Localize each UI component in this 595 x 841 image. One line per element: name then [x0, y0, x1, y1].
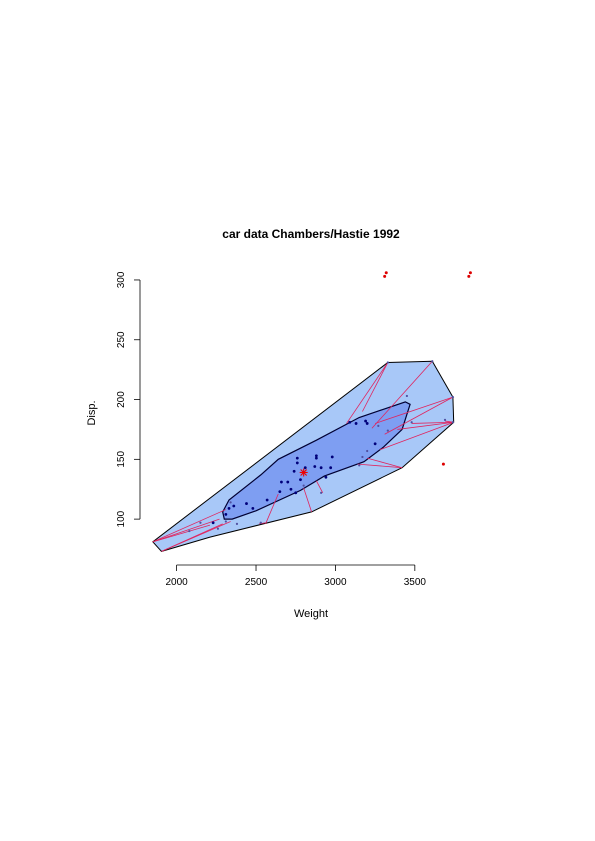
whisker-line [152, 524, 211, 543]
x-axis-label: Weight [294, 608, 328, 620]
y-tick-label: 100 [116, 510, 127, 527]
whisker-line [397, 421, 454, 430]
outlier-point [468, 271, 472, 275]
axes: 2000 2500 3000 3500 100 150 200 250 300 [116, 271, 426, 588]
loop-point [224, 520, 227, 523]
inner-point [294, 491, 298, 495]
loop-point [235, 522, 239, 526]
plot-area [152, 271, 472, 552]
inner-point [280, 480, 283, 484]
center-marker [299, 468, 308, 477]
inner-point [295, 461, 299, 465]
inner-point [286, 480, 290, 484]
inner-point [303, 466, 307, 470]
inner-point [227, 506, 231, 510]
inner-point [319, 466, 323, 470]
inner-point [211, 521, 215, 525]
inner-point [364, 419, 367, 423]
outlier-point [383, 274, 387, 278]
whisker-line [346, 362, 389, 424]
loop-point [386, 361, 389, 364]
loop-point [410, 421, 413, 424]
whisker-line [303, 487, 312, 513]
whisker-line [152, 518, 220, 543]
whisker-line [265, 493, 279, 525]
loop-point [302, 484, 305, 487]
loop-point [216, 527, 220, 530]
y-tick-label: 200 [116, 391, 127, 408]
whisker-line [384, 396, 454, 435]
loop-point [320, 491, 323, 494]
inner-point [292, 469, 296, 473]
loop-point [366, 449, 369, 453]
loop-point [386, 429, 389, 432]
chart-title: car data Chambers/Hastie 1992 [222, 227, 400, 241]
outlier-point [441, 462, 445, 466]
loop-point [361, 455, 364, 459]
whisker-line [379, 421, 454, 451]
inner-point [299, 478, 302, 482]
x-tick-label: 2500 [245, 577, 268, 588]
whisker-line [367, 457, 403, 469]
y-tick-label: 300 [116, 271, 127, 288]
center-marker-stroke [300, 469, 308, 476]
inner-point [314, 454, 318, 458]
whisker-line [316, 480, 324, 494]
loop-point [377, 424, 380, 427]
loop-point [199, 521, 202, 524]
loop-point [431, 360, 434, 363]
loop-point [358, 464, 361, 467]
loop-point [451, 421, 455, 424]
bag-polygon [222, 401, 411, 520]
whisker-line [411, 421, 454, 424]
inner-point [251, 506, 255, 510]
inner-point [224, 512, 228, 516]
loop-point [451, 396, 455, 399]
inner-point [329, 466, 333, 470]
loop-point [259, 521, 262, 524]
x-tick-label: 3500 [404, 577, 427, 588]
loop-point [443, 418, 447, 421]
inner-point [354, 422, 358, 425]
inner-point [295, 456, 299, 460]
inner-point [314, 456, 318, 460]
inner-point [289, 487, 293, 491]
outlier-point [467, 274, 471, 278]
y-tick-label: 150 [116, 451, 127, 468]
loop-point [229, 501, 232, 504]
inner-point [373, 442, 377, 446]
whisker-line [357, 463, 403, 469]
y-axis-label: Disp. [86, 400, 98, 425]
y-tick-label: 250 [116, 331, 127, 348]
loop-point [405, 394, 408, 398]
whisker-line [362, 362, 389, 412]
whisker-line [161, 521, 231, 552]
x-tick-label: 2000 [165, 577, 188, 588]
whisker-line [259, 522, 266, 525]
inner-point [330, 455, 334, 459]
inner-point [265, 498, 269, 502]
loop-point [188, 529, 191, 533]
inner-point [232, 504, 236, 508]
whisker-line [374, 396, 454, 424]
whisker-line [152, 509, 227, 543]
inner-point [348, 420, 352, 424]
whisker-line [371, 361, 433, 429]
outlier-point [384, 271, 388, 275]
inner-point [278, 490, 282, 494]
x-tick-label: 3000 [324, 577, 347, 588]
inner-point [324, 475, 328, 479]
inner-point [313, 465, 317, 468]
inner-point [365, 422, 369, 425]
inner-point [245, 502, 248, 505]
